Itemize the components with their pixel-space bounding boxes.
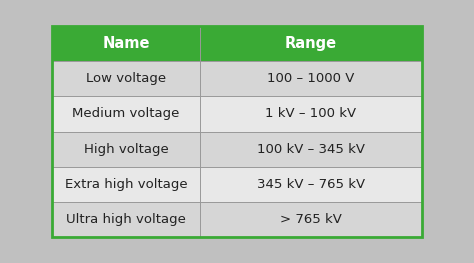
- Text: Range: Range: [285, 36, 337, 51]
- Bar: [52, 26, 422, 237]
- Text: Extra high voltage: Extra high voltage: [65, 178, 187, 191]
- Text: Name: Name: [102, 36, 150, 51]
- Text: 345 kV – 765 kV: 345 kV – 765 kV: [257, 178, 365, 191]
- Text: Medium voltage: Medium voltage: [73, 108, 180, 120]
- Bar: [200, 202, 422, 237]
- Text: 100 kV – 345 kV: 100 kV – 345 kV: [257, 143, 365, 155]
- Bar: [52, 61, 200, 97]
- Bar: [200, 132, 422, 166]
- Bar: [200, 166, 422, 202]
- Bar: [52, 132, 200, 166]
- Bar: [52, 202, 200, 237]
- Bar: [52, 26, 200, 61]
- Text: 100 – 1000 V: 100 – 1000 V: [267, 72, 355, 85]
- Bar: [200, 26, 422, 61]
- Text: High voltage: High voltage: [84, 143, 168, 155]
- Bar: [200, 61, 422, 97]
- Bar: [200, 97, 422, 132]
- Bar: [52, 97, 200, 132]
- Bar: [52, 166, 200, 202]
- Text: 1 kV – 100 kV: 1 kV – 100 kV: [265, 108, 356, 120]
- Text: > 765 kV: > 765 kV: [280, 213, 342, 226]
- Text: Low voltage: Low voltage: [86, 72, 166, 85]
- Text: Ultra high voltage: Ultra high voltage: [66, 213, 186, 226]
